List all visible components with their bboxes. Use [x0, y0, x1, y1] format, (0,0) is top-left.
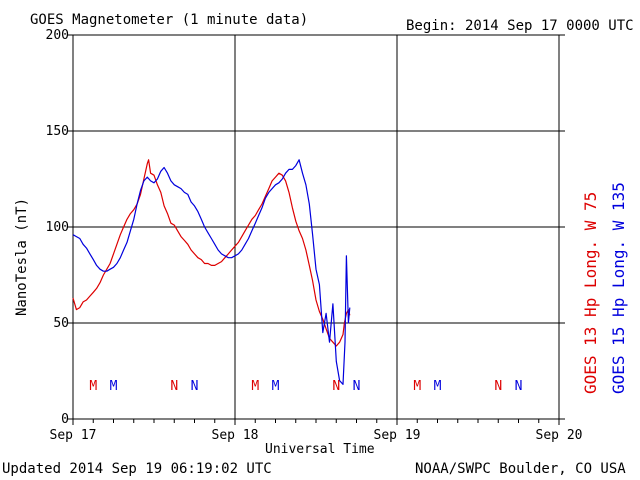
x-tick-label: Sep 20: [536, 428, 583, 443]
x-axis-label: Universal Time: [265, 442, 375, 457]
marker-goes13: M: [413, 379, 421, 394]
credit-text: NOAA/SWPC Boulder, CO USA: [415, 461, 626, 477]
marker-goes15: N: [353, 379, 361, 394]
legend-goes13: GOES 13 Hp Long. W 75: [581, 192, 600, 394]
y-axis-label: NanoTesla (nT): [14, 198, 30, 316]
marker-goes13: M: [251, 379, 259, 394]
x-tick-label: Sep 17: [50, 428, 97, 443]
y-tick-label: 50: [53, 316, 69, 331]
series-lines: [72, 159, 351, 385]
begin-time: Begin: 2014 Sep 17 0000 UTC: [406, 18, 634, 34]
series-line-goes15: [72, 159, 351, 385]
series-line-goes13: [72, 159, 351, 347]
marker-goes15: N: [191, 379, 199, 394]
y-tick-label: 100: [46, 220, 69, 235]
chart-title: GOES Magnetometer (1 minute data): [30, 12, 308, 28]
legend-goes15: GOES 15 Hp Long. W 135: [609, 182, 628, 394]
plot-area: 0 50 100 150 200 Sep 17 Sep 18 Sep 19 Sep 20 M N…: [46, 28, 583, 443]
y-tick-label: 200: [46, 28, 69, 43]
x-tick-label: Sep 18: [212, 428, 259, 443]
marker-goes13: N: [494, 379, 502, 394]
marker-goes15: M: [434, 379, 442, 394]
marker-goes13: N: [170, 379, 178, 394]
x-axis-ticks: Sep 17 Sep 18 Sep 19 Sep 20: [50, 419, 583, 443]
marker-goes13: N: [332, 379, 340, 394]
marker-goes15: N: [515, 379, 523, 394]
updated-timestamp: Updated 2014 Sep 19 06:19:02 UTC: [2, 461, 272, 477]
y-tick-label: 0: [61, 412, 69, 427]
grid-lines: [73, 35, 559, 419]
marker-goes13: M: [89, 379, 97, 394]
y-tick-label: 150: [46, 124, 69, 139]
x-tick-label: Sep 19: [374, 428, 421, 443]
event-markers: M N M N M NM N M N M N: [89, 379, 522, 394]
y-axis-ticks: 0 50 100 150 200: [46, 28, 565, 427]
marker-goes15: M: [110, 379, 118, 394]
marker-goes15: M: [272, 379, 280, 394]
